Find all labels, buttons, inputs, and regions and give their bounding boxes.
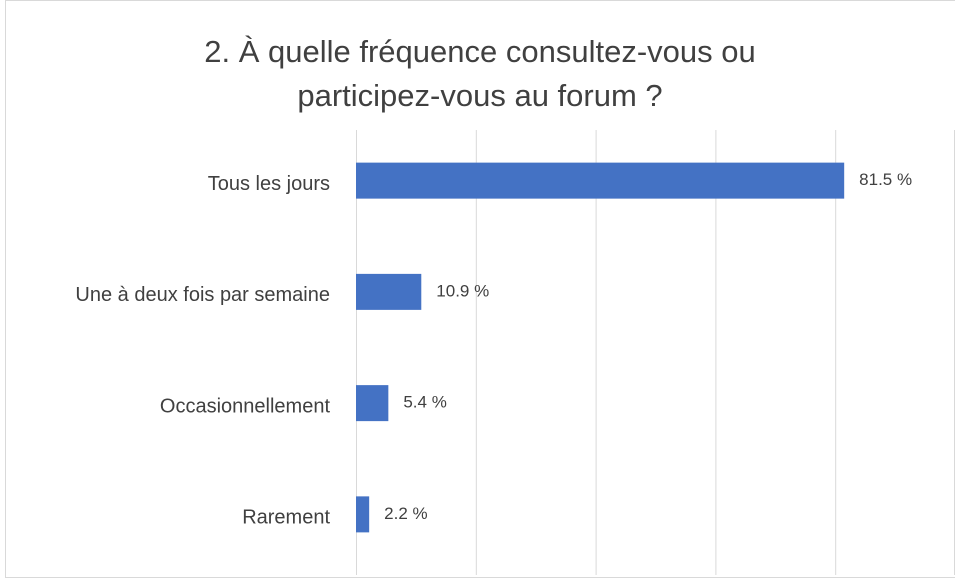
value-label: 2.2 % [384,504,427,523]
bar [356,162,845,199]
y-tick-label: Tous les jours [208,173,330,195]
y-tick-label: Occasionnellement [160,395,331,417]
y-tick-label: Une à deux fois par semaine [75,284,330,306]
chart-border [5,0,955,578]
bar [356,385,389,422]
bar [356,273,422,310]
chart-title: 2. À quelle fréquence consultez-vous ou … [204,34,756,113]
value-label: 5.4 % [403,393,446,412]
value-label: 81.5 % [859,170,912,189]
y-tick-label: Rarement [242,507,330,529]
bar [356,496,370,533]
value-label: 10.9 % [436,281,489,300]
